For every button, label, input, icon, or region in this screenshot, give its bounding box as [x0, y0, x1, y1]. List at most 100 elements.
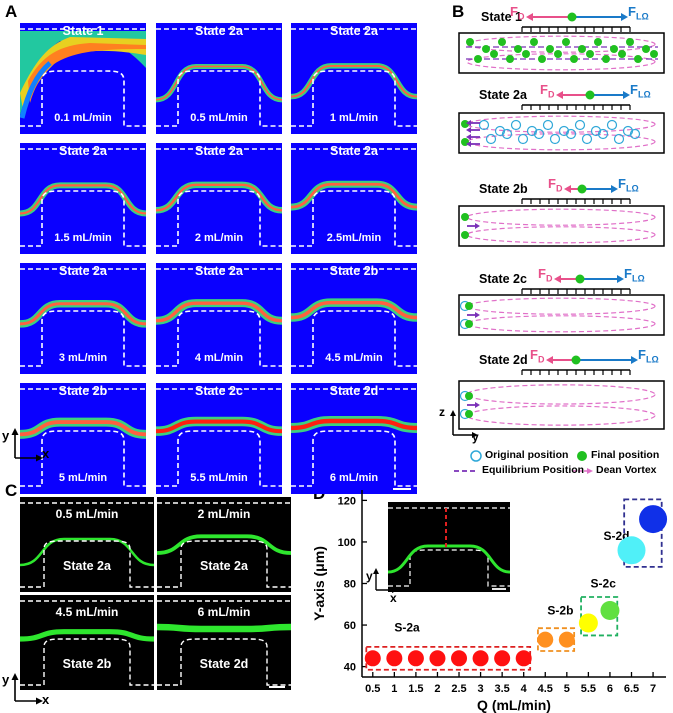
fl-arrow-head	[621, 13, 628, 21]
group-label: S-2c	[591, 577, 617, 591]
cell-state-label: State 2b	[58, 384, 108, 398]
stream-core	[156, 183, 282, 212]
final-position-dot	[490, 50, 498, 58]
panel-letter-b: B	[452, 2, 465, 21]
y-axis-label: Y-axis (μm)	[311, 546, 327, 621]
migration-arrow-head	[466, 141, 471, 147]
original-position-ring	[533, 128, 545, 140]
final-position-dot	[634, 55, 642, 63]
cell-state-label: State 2c	[195, 384, 243, 398]
data-point	[494, 650, 511, 667]
cell-flow-label: 4 mL/min	[194, 352, 244, 364]
fl-arrow-head	[631, 356, 638, 364]
original-position-ring	[501, 128, 513, 140]
dean-vortex-bottom	[466, 53, 656, 71]
stream-core	[156, 419, 282, 434]
channel-bottom-wall	[20, 430, 146, 487]
cell-flow-label: 6 mL/min	[329, 472, 379, 484]
fl-subscript: LΩ	[631, 273, 645, 284]
final-position-dot	[618, 50, 626, 58]
original-position-ring	[478, 119, 490, 131]
fl-subscript: LΩ	[637, 89, 651, 100]
b-state-label: State 2a	[479, 88, 527, 102]
x-tick-label: 5	[564, 683, 570, 695]
channel-cross-section	[458, 112, 665, 154]
simulation-cell: State 2a 2 mL/min	[156, 143, 282, 254]
final-position-dot	[474, 55, 482, 63]
dean-vortex-bottom	[466, 315, 656, 333]
x-tick-label: 3.5	[494, 683, 509, 695]
migration-arrow-head	[466, 134, 471, 140]
channel-cross-section	[458, 205, 665, 247]
migration-arrow-head	[475, 312, 480, 318]
channel-bottom-wall	[20, 70, 146, 127]
stream-core	[20, 184, 146, 215]
cell-state-label: State 2a	[195, 264, 243, 278]
final-position-dot	[586, 50, 594, 58]
original-position-ring	[558, 125, 570, 137]
group-label: S-2b	[547, 604, 573, 618]
dean-vortex-bottom	[466, 226, 656, 244]
data-point	[451, 650, 468, 667]
fd-symbol: F	[548, 176, 556, 191]
inset-fluorescent-stream	[387, 544, 511, 574]
original-position-ring	[494, 125, 506, 137]
panel-a-axis-x-label: x	[42, 446, 50, 461]
x-tick-label: 1	[391, 683, 397, 695]
final-position-dot	[466, 38, 474, 46]
final-position-dot	[465, 302, 473, 310]
cell-state-label: State 2a	[195, 144, 243, 158]
final-position-dot	[498, 38, 506, 46]
cell-flow-label: 2 mL/min	[197, 507, 251, 521]
y-axis-arrow-head	[472, 432, 478, 438]
original-position-ring	[517, 133, 529, 145]
original-position-ring	[606, 119, 618, 131]
dean-vortex-top	[466, 208, 656, 226]
particle-dot	[567, 12, 577, 22]
x-tick-label: 6	[607, 683, 613, 695]
channel-bottom-wall	[291, 310, 417, 367]
x-tick-label: 0.5	[365, 683, 380, 695]
group-label: S-2a	[394, 620, 420, 634]
original-position-ring	[613, 133, 625, 145]
panel-a-axis-y-label: y	[2, 428, 10, 443]
fd-subscript: D	[555, 183, 563, 194]
legend-dean-arrow-head	[587, 468, 593, 474]
cell-state-label: State 2a	[330, 144, 378, 158]
dean-vortex-bottom	[466, 405, 656, 426]
inset-y-label: y	[366, 569, 373, 583]
simulation-cell: State 1 0.1 mL/min	[20, 23, 146, 134]
fd-force-label: FD	[530, 347, 544, 365]
migration-arrow-head	[475, 402, 480, 408]
original-position-ring	[542, 119, 554, 131]
data-point	[472, 650, 489, 667]
fd-arrow-head	[556, 91, 563, 99]
panel-c-axis-y-label: y	[2, 672, 10, 687]
fl-arrow-head	[623, 91, 630, 99]
cell-state-label: State 2a	[195, 24, 243, 38]
cell-flow-label: 2 mL/min	[194, 232, 244, 244]
original-position-ring	[574, 119, 586, 131]
cell-flow-label: 5 mL/min	[58, 472, 108, 484]
dean-vortex-top	[466, 35, 656, 53]
dean-vortex-top	[466, 297, 656, 315]
cell-state-label: State 2a	[59, 144, 107, 158]
fl-symbol: F	[618, 176, 626, 191]
final-position-dot	[538, 55, 546, 63]
plume-edge	[20, 61, 52, 119]
final-position-dot	[546, 45, 554, 53]
channel-bottom-wall	[156, 190, 282, 247]
channel-bottom-wall	[156, 430, 282, 487]
b-axis-z-label: z	[439, 405, 445, 419]
cell-state-label: State 1	[62, 24, 104, 38]
final-position-dot	[514, 45, 522, 53]
b-state-label: State 1	[481, 10, 522, 24]
fluorescent-stream	[157, 534, 291, 555]
final-position-dot	[506, 55, 514, 63]
x-tick-label: 7	[650, 683, 656, 695]
channel-bottom-wall	[156, 310, 282, 367]
x-tick-label: 5.5	[581, 683, 596, 695]
legend-dean-label: Dean Vortex	[596, 464, 657, 476]
cell-flow-label: 0.1 mL/min	[54, 112, 112, 124]
fd-symbol: F	[530, 347, 538, 362]
